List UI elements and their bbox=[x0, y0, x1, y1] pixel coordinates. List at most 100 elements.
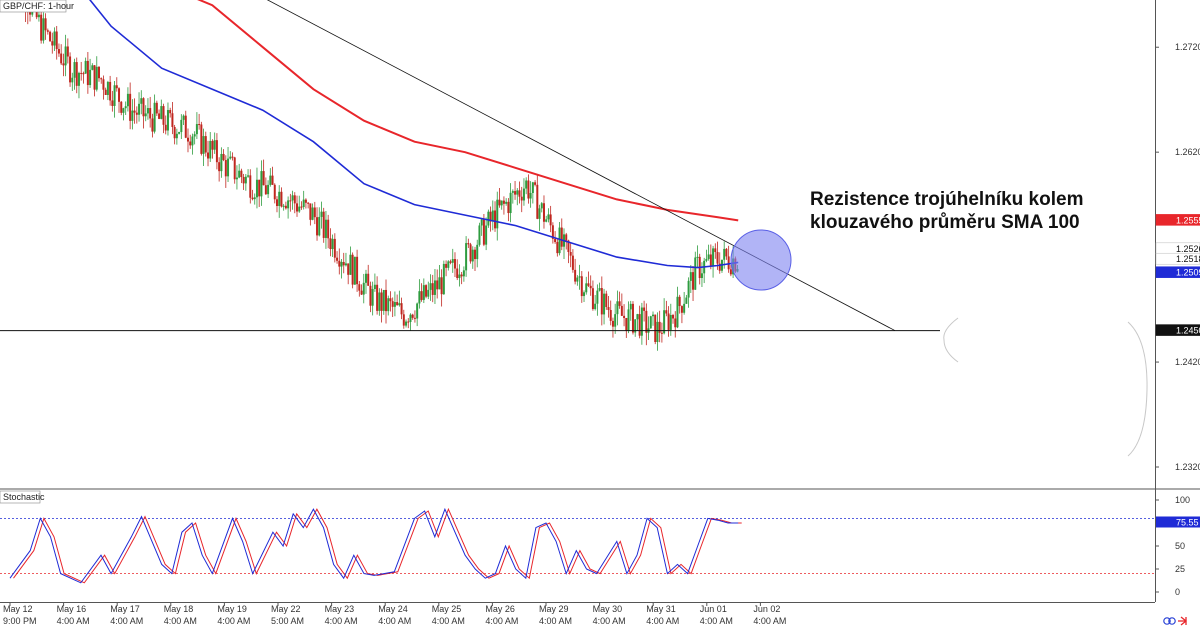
x-time-label: 4:00 AM bbox=[110, 616, 143, 626]
candle-body bbox=[727, 256, 730, 270]
candle-body bbox=[218, 162, 221, 172]
candle-body bbox=[683, 303, 686, 313]
candle-body bbox=[164, 124, 167, 131]
candle-body bbox=[184, 115, 187, 138]
candle-body bbox=[542, 203, 545, 222]
candle-body bbox=[618, 301, 621, 306]
candle-body bbox=[669, 314, 672, 330]
candle-body bbox=[120, 101, 123, 113]
candle-body bbox=[596, 290, 599, 304]
candle-body bbox=[456, 268, 459, 279]
candle-body bbox=[389, 298, 392, 302]
stoch-y-tick-label: 0 bbox=[1175, 587, 1180, 597]
link-icon[interactable] bbox=[1163, 617, 1176, 625]
candle-body bbox=[369, 285, 372, 306]
x-time-label: 4:00 AM bbox=[485, 616, 518, 626]
candle-body bbox=[465, 243, 468, 271]
candle-body bbox=[382, 289, 385, 311]
candle-body bbox=[264, 185, 267, 195]
candle-body bbox=[505, 201, 508, 204]
candle-body bbox=[84, 60, 87, 74]
candle-body bbox=[129, 93, 132, 121]
candle-body bbox=[378, 292, 381, 311]
candle-body bbox=[240, 170, 243, 177]
candle-body bbox=[57, 49, 60, 54]
indicator-label: Stochastic bbox=[3, 492, 45, 502]
candle-body bbox=[396, 302, 399, 306]
candle-body bbox=[269, 175, 272, 185]
candle-body bbox=[247, 175, 250, 177]
candle-body bbox=[674, 318, 677, 328]
candle-body bbox=[231, 156, 234, 158]
candle-body bbox=[689, 272, 692, 281]
candle-body bbox=[53, 31, 56, 46]
candle-body bbox=[496, 199, 499, 229]
candle-body bbox=[287, 200, 290, 209]
candle-body bbox=[558, 227, 561, 254]
candle-body bbox=[534, 182, 537, 185]
scroll-right-icon[interactable] bbox=[1178, 616, 1188, 626]
candle-body bbox=[640, 307, 643, 336]
candle-body bbox=[445, 263, 448, 268]
y-tick-label: 1.2620 bbox=[1175, 147, 1200, 157]
candle-body bbox=[202, 136, 205, 154]
candle-body bbox=[151, 118, 154, 132]
candle-body bbox=[498, 199, 501, 206]
candle-body bbox=[106, 81, 109, 95]
candle-body bbox=[680, 306, 683, 313]
candle-body bbox=[367, 273, 370, 286]
candle-body bbox=[169, 110, 172, 114]
candle-body bbox=[46, 30, 49, 32]
candle-body bbox=[166, 110, 169, 131]
candle-body bbox=[427, 289, 430, 297]
candle-body bbox=[451, 259, 454, 263]
candle-body bbox=[538, 208, 541, 219]
candle-body bbox=[204, 136, 207, 153]
stoch-panel[interactable] bbox=[0, 490, 1155, 602]
candle-body bbox=[447, 261, 450, 268]
candle-body bbox=[29, 12, 32, 15]
candle-body bbox=[178, 132, 181, 134]
candle-body bbox=[160, 106, 163, 119]
candle-body bbox=[578, 276, 581, 278]
candle-body bbox=[364, 273, 367, 283]
price-tag-box bbox=[1155, 324, 1200, 336]
candle-body bbox=[467, 243, 470, 245]
candle-body bbox=[425, 285, 428, 297]
candle-body bbox=[387, 298, 390, 312]
x-date-label: May 25 bbox=[432, 604, 462, 614]
candle-body bbox=[620, 305, 623, 316]
y-tick-label: 1.2720 bbox=[1175, 42, 1200, 52]
candle-body bbox=[540, 203, 543, 209]
candle-body bbox=[307, 202, 310, 204]
candle-body bbox=[678, 296, 681, 307]
price-tag-label: 1.2555 bbox=[1176, 215, 1200, 225]
candle-body bbox=[360, 290, 363, 295]
candle-body bbox=[605, 293, 608, 308]
candle-body bbox=[362, 282, 365, 295]
candle-body bbox=[643, 307, 646, 311]
x-time-label: 4:00 AM bbox=[539, 616, 572, 626]
x-date-label: May 31 bbox=[646, 604, 676, 614]
candle-body bbox=[175, 133, 178, 139]
x-date-label: May 19 bbox=[217, 604, 247, 614]
price-tag-box bbox=[1155, 252, 1200, 265]
candle-body bbox=[347, 263, 350, 275]
candle-body bbox=[158, 113, 161, 119]
candle-body bbox=[507, 201, 510, 214]
candle-body bbox=[73, 62, 76, 78]
candle-body bbox=[567, 240, 570, 252]
candle-body bbox=[527, 180, 530, 199]
candle-body bbox=[373, 284, 376, 289]
candle-body bbox=[180, 119, 183, 133]
candle-body bbox=[400, 303, 403, 315]
candle-body bbox=[124, 106, 127, 109]
candle-body bbox=[298, 206, 301, 212]
candle-body bbox=[289, 200, 292, 202]
x-date-label: May 17 bbox=[110, 604, 140, 614]
candle-body bbox=[654, 314, 657, 342]
candle-body bbox=[591, 288, 594, 310]
x-date-label: Jun 01 bbox=[700, 604, 727, 614]
candle-body bbox=[371, 288, 374, 306]
